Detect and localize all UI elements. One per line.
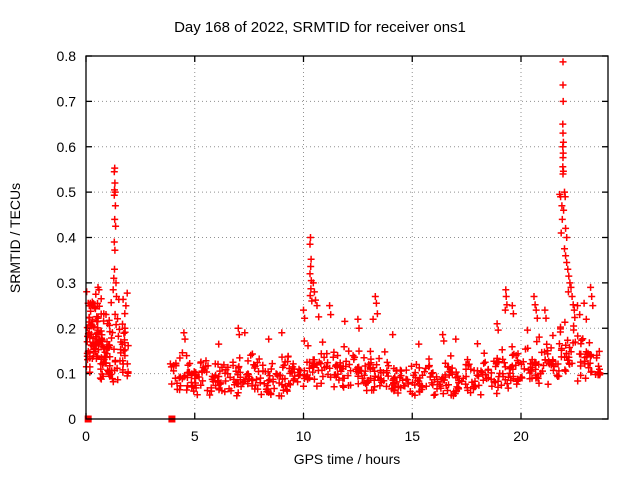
plot-border bbox=[85, 55, 609, 420]
gridlines bbox=[86, 56, 608, 419]
y-tick-label: 0.5 bbox=[57, 184, 77, 200]
y-tick-label: 0.7 bbox=[57, 93, 77, 109]
x-tick-label: 0 bbox=[82, 428, 90, 444]
tick-labels: 0 5 10 15 20 0 0.1 0.2 0.3 0.4 0.5 0.6 0.7 0.8 bbox=[57, 48, 529, 444]
x-tick-label: 5 bbox=[191, 428, 199, 444]
x-tick-label: 10 bbox=[296, 428, 312, 444]
chart-title: Day 168 of 2022, SRMTID for receiver ons… bbox=[174, 19, 466, 36]
y-tick-label: 0 bbox=[68, 411, 76, 427]
y-tick-label: 0.3 bbox=[57, 275, 77, 291]
y-tick-label: 0.6 bbox=[57, 139, 77, 155]
y-tick-label: 0.1 bbox=[57, 366, 77, 382]
x-axis-label: GPS time / hours bbox=[294, 451, 401, 467]
y-tick-label: 0.8 bbox=[57, 48, 77, 64]
plus-markers-path bbox=[82, 58, 604, 400]
y-tick-label: 0.4 bbox=[57, 230, 77, 246]
y-axis-label: SRMTID / TECUs bbox=[7, 183, 23, 293]
x-tick-label: 15 bbox=[404, 428, 420, 444]
x-tick-label: 20 bbox=[513, 428, 529, 444]
scatter-points bbox=[82, 58, 604, 400]
y-tick-label: 0.2 bbox=[57, 320, 77, 336]
